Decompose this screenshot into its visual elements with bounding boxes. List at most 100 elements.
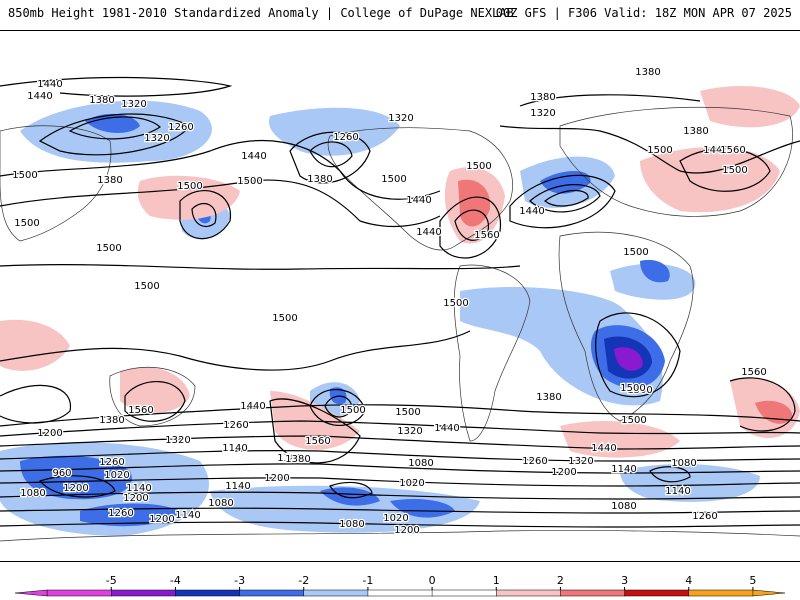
colorbar-swatch: [431, 589, 498, 597]
contour-label: 1440: [703, 145, 728, 156]
contour-label: 1440: [37, 79, 62, 90]
contour-line: [0, 463, 800, 474]
contour-line: [544, 189, 589, 207]
colorbar-swatch: [688, 589, 754, 597]
contour-line: [0, 491, 800, 500]
contour-line: [309, 141, 353, 168]
contour-label: 1500: [722, 165, 747, 176]
anomaly-area: [640, 147, 780, 213]
contour-label: 1260: [223, 420, 248, 431]
colorbar-tick-label: 1: [493, 574, 500, 587]
contour-label: 1080: [20, 488, 45, 499]
contour-label: 1200: [394, 525, 419, 536]
contour-label: 1560: [720, 145, 745, 156]
colorbar-tick-label: -4: [170, 574, 181, 587]
contour-line: [499, 125, 800, 174]
contour-label: 1260: [168, 122, 193, 133]
contour-line: [454, 209, 490, 241]
colorbar-swatch: [560, 589, 626, 597]
contour-label: 1380: [530, 92, 555, 103]
contour-line: [179, 190, 231, 240]
contour-label: 1140: [225, 481, 250, 492]
contour-line: [0, 404, 800, 427]
contour-label: 1380: [99, 415, 124, 426]
contour-label: 1500: [12, 170, 37, 181]
contour-label: 1380: [89, 95, 114, 106]
contour-label: 1380: [635, 67, 660, 78]
contour-label: 1260: [692, 511, 717, 522]
contour-label: 1320: [165, 435, 190, 446]
contour-label: 1440: [434, 423, 459, 434]
anomaly-area: [620, 464, 760, 502]
coastline-antarctica: [0, 530, 800, 542]
anomaly-area: [700, 86, 800, 128]
contour-line: [595, 312, 681, 398]
colorbar-swatch: [624, 589, 690, 597]
colorbar-tick-label: -5: [106, 574, 117, 587]
colorbar-swatch: [111, 589, 177, 597]
contour-line: [289, 131, 371, 184]
colorbar-swatch: [239, 589, 305, 597]
contour-line: [439, 196, 502, 259]
contour-line: [649, 466, 691, 483]
contour-label: 1500: [443, 298, 468, 309]
contour-label: 1200: [37, 428, 62, 439]
contour-label: 1500: [627, 385, 652, 396]
contour-label: 1560: [474, 230, 499, 241]
contour-label: 1500: [623, 247, 648, 258]
contour-label: 1500: [340, 405, 365, 416]
contour-label: 1080: [208, 498, 233, 509]
contour-label: 1380: [285, 454, 310, 465]
height-contours: [0, 76, 800, 528]
contour-label: 1140: [222, 443, 247, 454]
contour-label: 1380: [307, 174, 332, 185]
contour-label: 1500: [620, 383, 645, 394]
contour-line: [191, 203, 217, 228]
contour-line: [0, 507, 800, 514]
contour-label: 1320: [121, 99, 146, 110]
anomaly-area: [610, 263, 696, 300]
contour-label: 1260: [108, 508, 133, 519]
contour-label: 1440: [27, 91, 52, 102]
contour-label: 1200: [551, 467, 576, 478]
contour-label: 1440: [406, 195, 431, 206]
colorbar-swatch: [175, 589, 241, 597]
contour-line: [324, 395, 353, 418]
colorbar-tick-label: -3: [234, 574, 245, 587]
contour-label: 1320: [388, 113, 413, 124]
colorbar-swatches: [14, 589, 786, 597]
contour-label: 1260: [333, 132, 358, 143]
anomaly-area: [85, 113, 140, 133]
coastline-australia: [109, 366, 196, 427]
contour-line: [68, 116, 161, 140]
contour-label: 1500: [466, 161, 491, 172]
coastline-asia-east: [0, 125, 112, 242]
contour-line: [124, 381, 186, 422]
contour-label: 1440: [241, 151, 266, 162]
colorbar-tick-label: -1: [362, 574, 373, 587]
colorbar-ticks: -5 -4 -3 -2 -1 0 1 2 3 4 5: [106, 574, 756, 590]
contour-label: 1380: [97, 175, 122, 186]
contour-label: 1500: [177, 181, 202, 192]
contour-label: 1440: [240, 401, 265, 412]
contour-label: 1140: [611, 464, 636, 475]
contour-line: [38, 113, 191, 156]
contour-label: 1080: [671, 458, 696, 469]
contour-line: [329, 481, 373, 499]
contour-label: 1560: [305, 436, 330, 447]
contour-label: 1320: [568, 456, 593, 467]
contour-line: [0, 521, 800, 528]
contour-label: 1500: [134, 281, 159, 292]
anomaly-area: [640, 259, 670, 283]
contour-label: 1140: [126, 483, 151, 494]
contour-label: 1560: [128, 405, 153, 416]
coastline-eurasia: [559, 106, 793, 217]
contour-label: 1320: [144, 133, 169, 144]
anomaly-area: [390, 499, 455, 518]
contour-label: 1560: [741, 367, 766, 378]
contour-line: [38, 475, 116, 498]
contour-label: 1080: [408, 458, 433, 469]
contour-label: 1500: [96, 243, 121, 254]
